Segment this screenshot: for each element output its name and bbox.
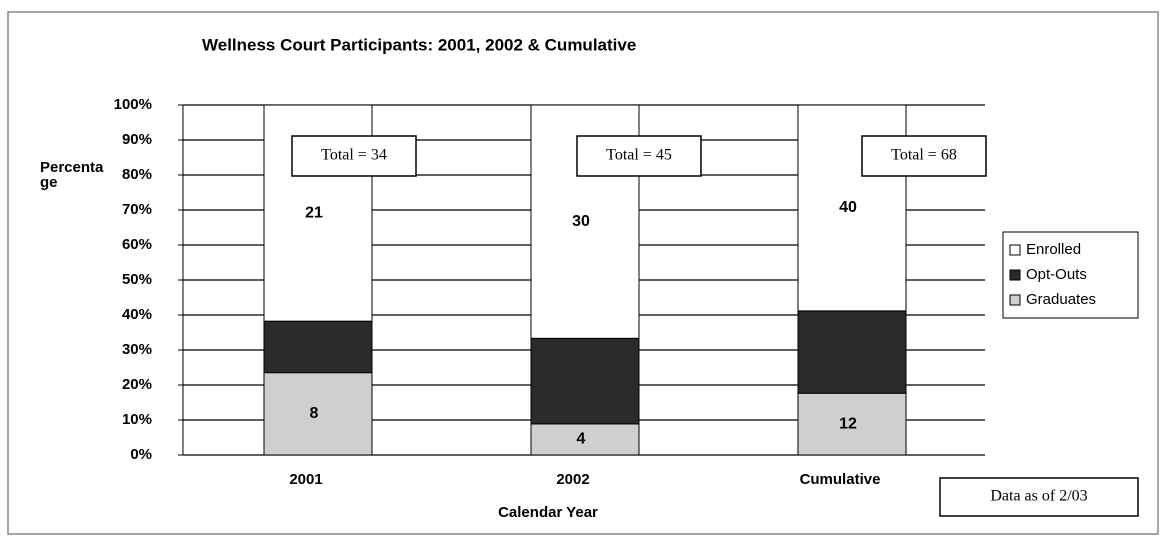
y-tick-label: 70% — [122, 201, 152, 218]
legend-swatch — [1009, 269, 1021, 281]
chart-title: Wellness Court Participants: 2001, 2002 … — [202, 35, 636, 54]
legend-swatch — [1009, 294, 1021, 306]
legend-swatch — [1009, 244, 1021, 256]
note-box — [939, 477, 1139, 517]
legend-label: Opt-Outs — [1026, 266, 1087, 283]
bar-segment — [530, 423, 640, 456]
y-axis-title: Percentage — [40, 159, 104, 191]
total-box — [861, 135, 987, 177]
x-axis-title: Calendar Year — [498, 504, 598, 521]
bar-segment — [263, 372, 373, 456]
legend-label: Graduates — [1026, 291, 1096, 308]
total-box — [576, 135, 702, 177]
data-label: 21 — [305, 204, 323, 221]
bar-segment — [797, 310, 907, 394]
total-label: Total = 45 — [606, 147, 672, 164]
chart-border — [7, 11, 1159, 535]
x-tick-label: Cumulative — [800, 471, 881, 488]
y-tick-label: 40% — [122, 306, 152, 323]
x-tick-label: 2002 — [556, 471, 589, 488]
y-tick-label: 50% — [122, 271, 152, 288]
y-tick-label: 30% — [122, 341, 152, 358]
y-tick-label: 80% — [122, 166, 152, 183]
y-tick-label: 10% — [122, 411, 152, 428]
bar-segment — [797, 392, 907, 456]
y-tick-label: 20% — [122, 376, 152, 393]
y-tick-label: 60% — [122, 236, 152, 253]
total-box — [291, 135, 417, 177]
legend-label: Enrolled — [1026, 241, 1081, 258]
legend-box — [1002, 231, 1139, 319]
bar-segment — [530, 337, 640, 425]
y-tick-label: 0% — [130, 446, 152, 463]
data-label: 40 — [839, 199, 857, 216]
total-label: Total = 68 — [891, 147, 957, 164]
y-tick-label: 90% — [122, 131, 152, 148]
data-label: 8 — [310, 405, 319, 422]
data-label: 30 — [572, 213, 590, 230]
bar-segment — [263, 320, 373, 374]
x-tick-label: 2001 — [289, 471, 322, 488]
data-label: 12 — [839, 415, 857, 432]
data-label: 4 — [577, 431, 586, 448]
y-tick-label: 100% — [114, 96, 152, 113]
note: Data as of 2/03 — [990, 488, 1087, 505]
total-label: Total = 34 — [321, 147, 387, 164]
